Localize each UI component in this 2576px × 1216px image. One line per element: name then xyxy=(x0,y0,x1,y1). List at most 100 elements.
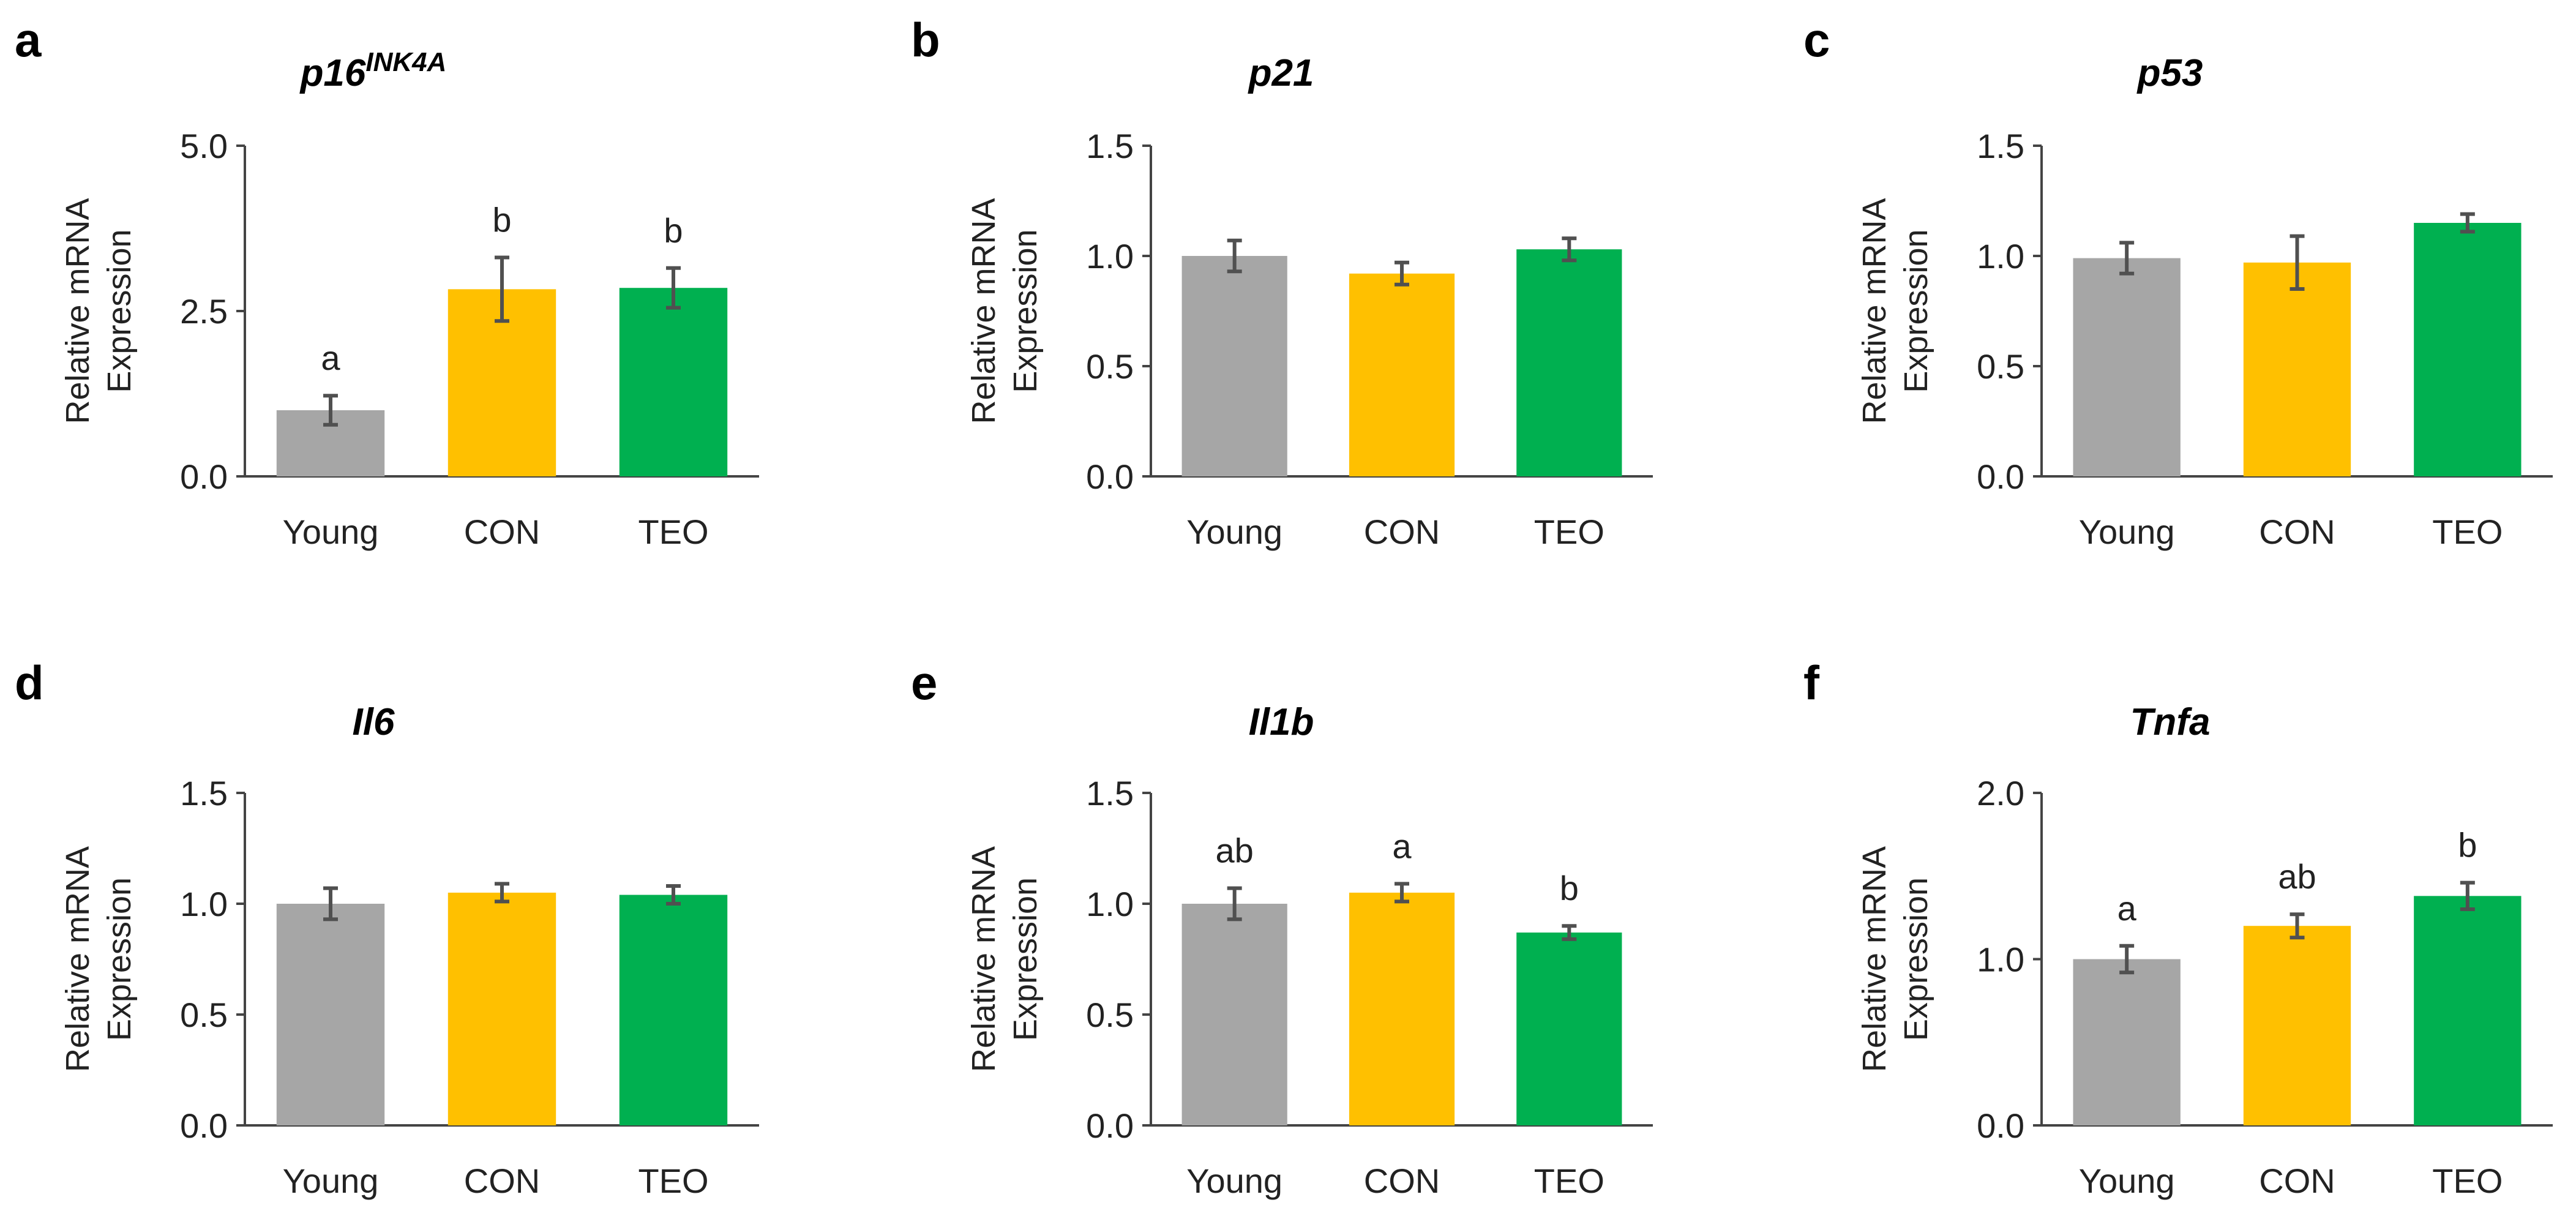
error-bar-teo xyxy=(2460,212,2475,234)
significance-label: a xyxy=(1392,827,1412,865)
bar-teo xyxy=(619,288,728,476)
chart-title: Il1b xyxy=(1249,701,1314,743)
error-bar-teo xyxy=(2460,880,2475,912)
chart-panel-d: d Il6 Relative mRNA Expression 0.0 0.5 1.0 1.5 Y… xyxy=(15,656,759,1200)
chart-title: p16INK4A xyxy=(299,47,447,94)
chart-panel-c: c p53 Relative mRNA Expression 0.0 0.5 1.0 1.5 Y… xyxy=(1803,13,2553,551)
bar-teo xyxy=(619,895,728,1125)
chart-title-superscript: INK4A xyxy=(365,47,446,77)
y-tick-label: 1.5 xyxy=(1086,127,1134,165)
y-tick-label: 0.0 xyxy=(180,457,228,496)
x-tick-label: CON xyxy=(2259,512,2335,551)
x-tick-label: TEO xyxy=(2432,512,2503,551)
x-tick-label: TEO xyxy=(1534,1162,1604,1200)
y-axis-title-line-2: Expression xyxy=(1007,877,1044,1041)
y-tick-label: 1.0 xyxy=(180,885,228,923)
x-tick-label: Young xyxy=(2079,512,2175,551)
significance-label: ab xyxy=(2278,857,2316,896)
significance-label: b xyxy=(664,211,683,250)
x-tick-label: TEO xyxy=(1534,512,1604,551)
y-tick-label: 1.5 xyxy=(1086,774,1134,813)
x-tick-label: TEO xyxy=(638,1162,708,1200)
x-tick-label: Young xyxy=(1186,512,1282,551)
error-bar-young xyxy=(323,394,338,427)
panel-letter: d xyxy=(15,656,44,710)
panel-letter: b xyxy=(911,13,940,67)
error-bar-teo xyxy=(666,884,681,906)
chart-panel-f: f Tnfa Relative mRNA Expression 0.0 1.0 2.0 a Yo… xyxy=(1803,656,2553,1200)
bar-young xyxy=(2073,258,2181,476)
x-tick-label: CON xyxy=(2259,1162,2335,1200)
y-tick-label: 2.5 xyxy=(180,292,228,331)
error-bar-teo xyxy=(1562,924,1577,941)
chart-title: Tnfa xyxy=(2130,701,2211,743)
bar-young xyxy=(2073,959,2181,1125)
y-tick-label: 0.0 xyxy=(1086,457,1134,496)
error-bar-young xyxy=(2119,241,2135,276)
chart-title-main: Il6 xyxy=(353,701,395,743)
panel-letter: f xyxy=(1803,656,1820,710)
y-tick-label: 1.0 xyxy=(1086,885,1134,923)
y-tick-label: 0.5 xyxy=(1086,996,1134,1034)
error-bar-young xyxy=(323,886,338,921)
y-axis-title-line-1: Relative mRNA xyxy=(1856,198,1893,424)
x-tick-label: Young xyxy=(283,512,379,551)
error-bar-con xyxy=(495,882,509,904)
y-tick-label: 2.0 xyxy=(1977,774,2024,813)
significance-label: a xyxy=(2117,889,2137,928)
bar-con xyxy=(1349,892,1455,1125)
x-tick-label: TEO xyxy=(2432,1162,2503,1200)
y-axis-title-line-1: Relative mRNA xyxy=(965,846,1002,1072)
bar-young xyxy=(276,904,385,1125)
y-axis-title-line-2: Expression xyxy=(101,877,138,1041)
y-axis-title-line-2: Expression xyxy=(1898,877,1934,1041)
y-axis-title-line-2: Expression xyxy=(1898,229,1934,392)
error-bar-con xyxy=(2290,234,2305,291)
bar-young xyxy=(1181,256,1287,476)
bar-young xyxy=(1181,904,1287,1125)
y-axis-title-line-1: Relative mRNA xyxy=(59,198,96,424)
y-axis-title-line-1: Relative mRNA xyxy=(59,846,96,1072)
panel-letter: a xyxy=(15,13,42,67)
error-bar-young xyxy=(2119,944,2135,975)
bar-teo xyxy=(1516,933,1622,1125)
panel-letter: c xyxy=(1803,13,1830,67)
y-tick-label: 1.0 xyxy=(1977,940,2024,979)
y-tick-label: 1.5 xyxy=(180,774,228,813)
bar-con xyxy=(447,892,556,1125)
error-bar-con xyxy=(1395,882,1409,904)
chart-panel-b: b p21 Relative mRNA Expression 0.0 0.5 1.0 1.5 Y… xyxy=(911,13,1653,551)
y-axis-title-line-2: Expression xyxy=(1007,229,1044,392)
significance-label: b xyxy=(2458,826,2477,865)
panel-letter: e xyxy=(911,656,937,710)
chart-panel-e: e Il1b Relative mRNA Expression 0.0 0.5 1.0 1.5… xyxy=(911,656,1653,1200)
x-tick-label: CON xyxy=(464,512,540,551)
bar-con xyxy=(1349,273,1455,476)
chart-title: p21 xyxy=(1248,52,1314,94)
chart-title-main: p21 xyxy=(1248,52,1314,94)
y-tick-label: 0.0 xyxy=(180,1106,228,1145)
chart-title-main: Il1b xyxy=(1249,701,1314,743)
y-tick-label: 1.0 xyxy=(1086,237,1134,276)
chart-title: Il6 xyxy=(353,701,395,743)
chart-panel-a: a p16INK4A Relative mRNA Expression 0.0 2.5 5.… xyxy=(15,13,759,551)
y-tick-label: 0.0 xyxy=(1977,457,2024,496)
bar-teo xyxy=(1516,249,1622,476)
error-bar-con xyxy=(1395,260,1409,287)
x-tick-label: TEO xyxy=(638,512,708,551)
bar-teo xyxy=(2414,223,2522,476)
error-bar-teo xyxy=(1562,236,1577,263)
error-bar-con xyxy=(495,255,509,323)
y-axis-title-line-2: Expression xyxy=(101,229,138,392)
y-tick-label: 1.5 xyxy=(1977,127,2024,165)
y-axis-title-line-1: Relative mRNA xyxy=(1856,846,1893,1072)
y-tick-label: 1.0 xyxy=(1977,237,2024,276)
chart-title-main: p16 xyxy=(299,52,366,94)
y-tick-label: 0.0 xyxy=(1086,1106,1134,1145)
chart-title-main: Tnfa xyxy=(2130,701,2211,743)
x-tick-label: CON xyxy=(1364,512,1440,551)
error-bar-young xyxy=(1227,886,1242,921)
significance-label: b xyxy=(492,201,511,239)
chart-title-main: p53 xyxy=(2136,52,2203,94)
